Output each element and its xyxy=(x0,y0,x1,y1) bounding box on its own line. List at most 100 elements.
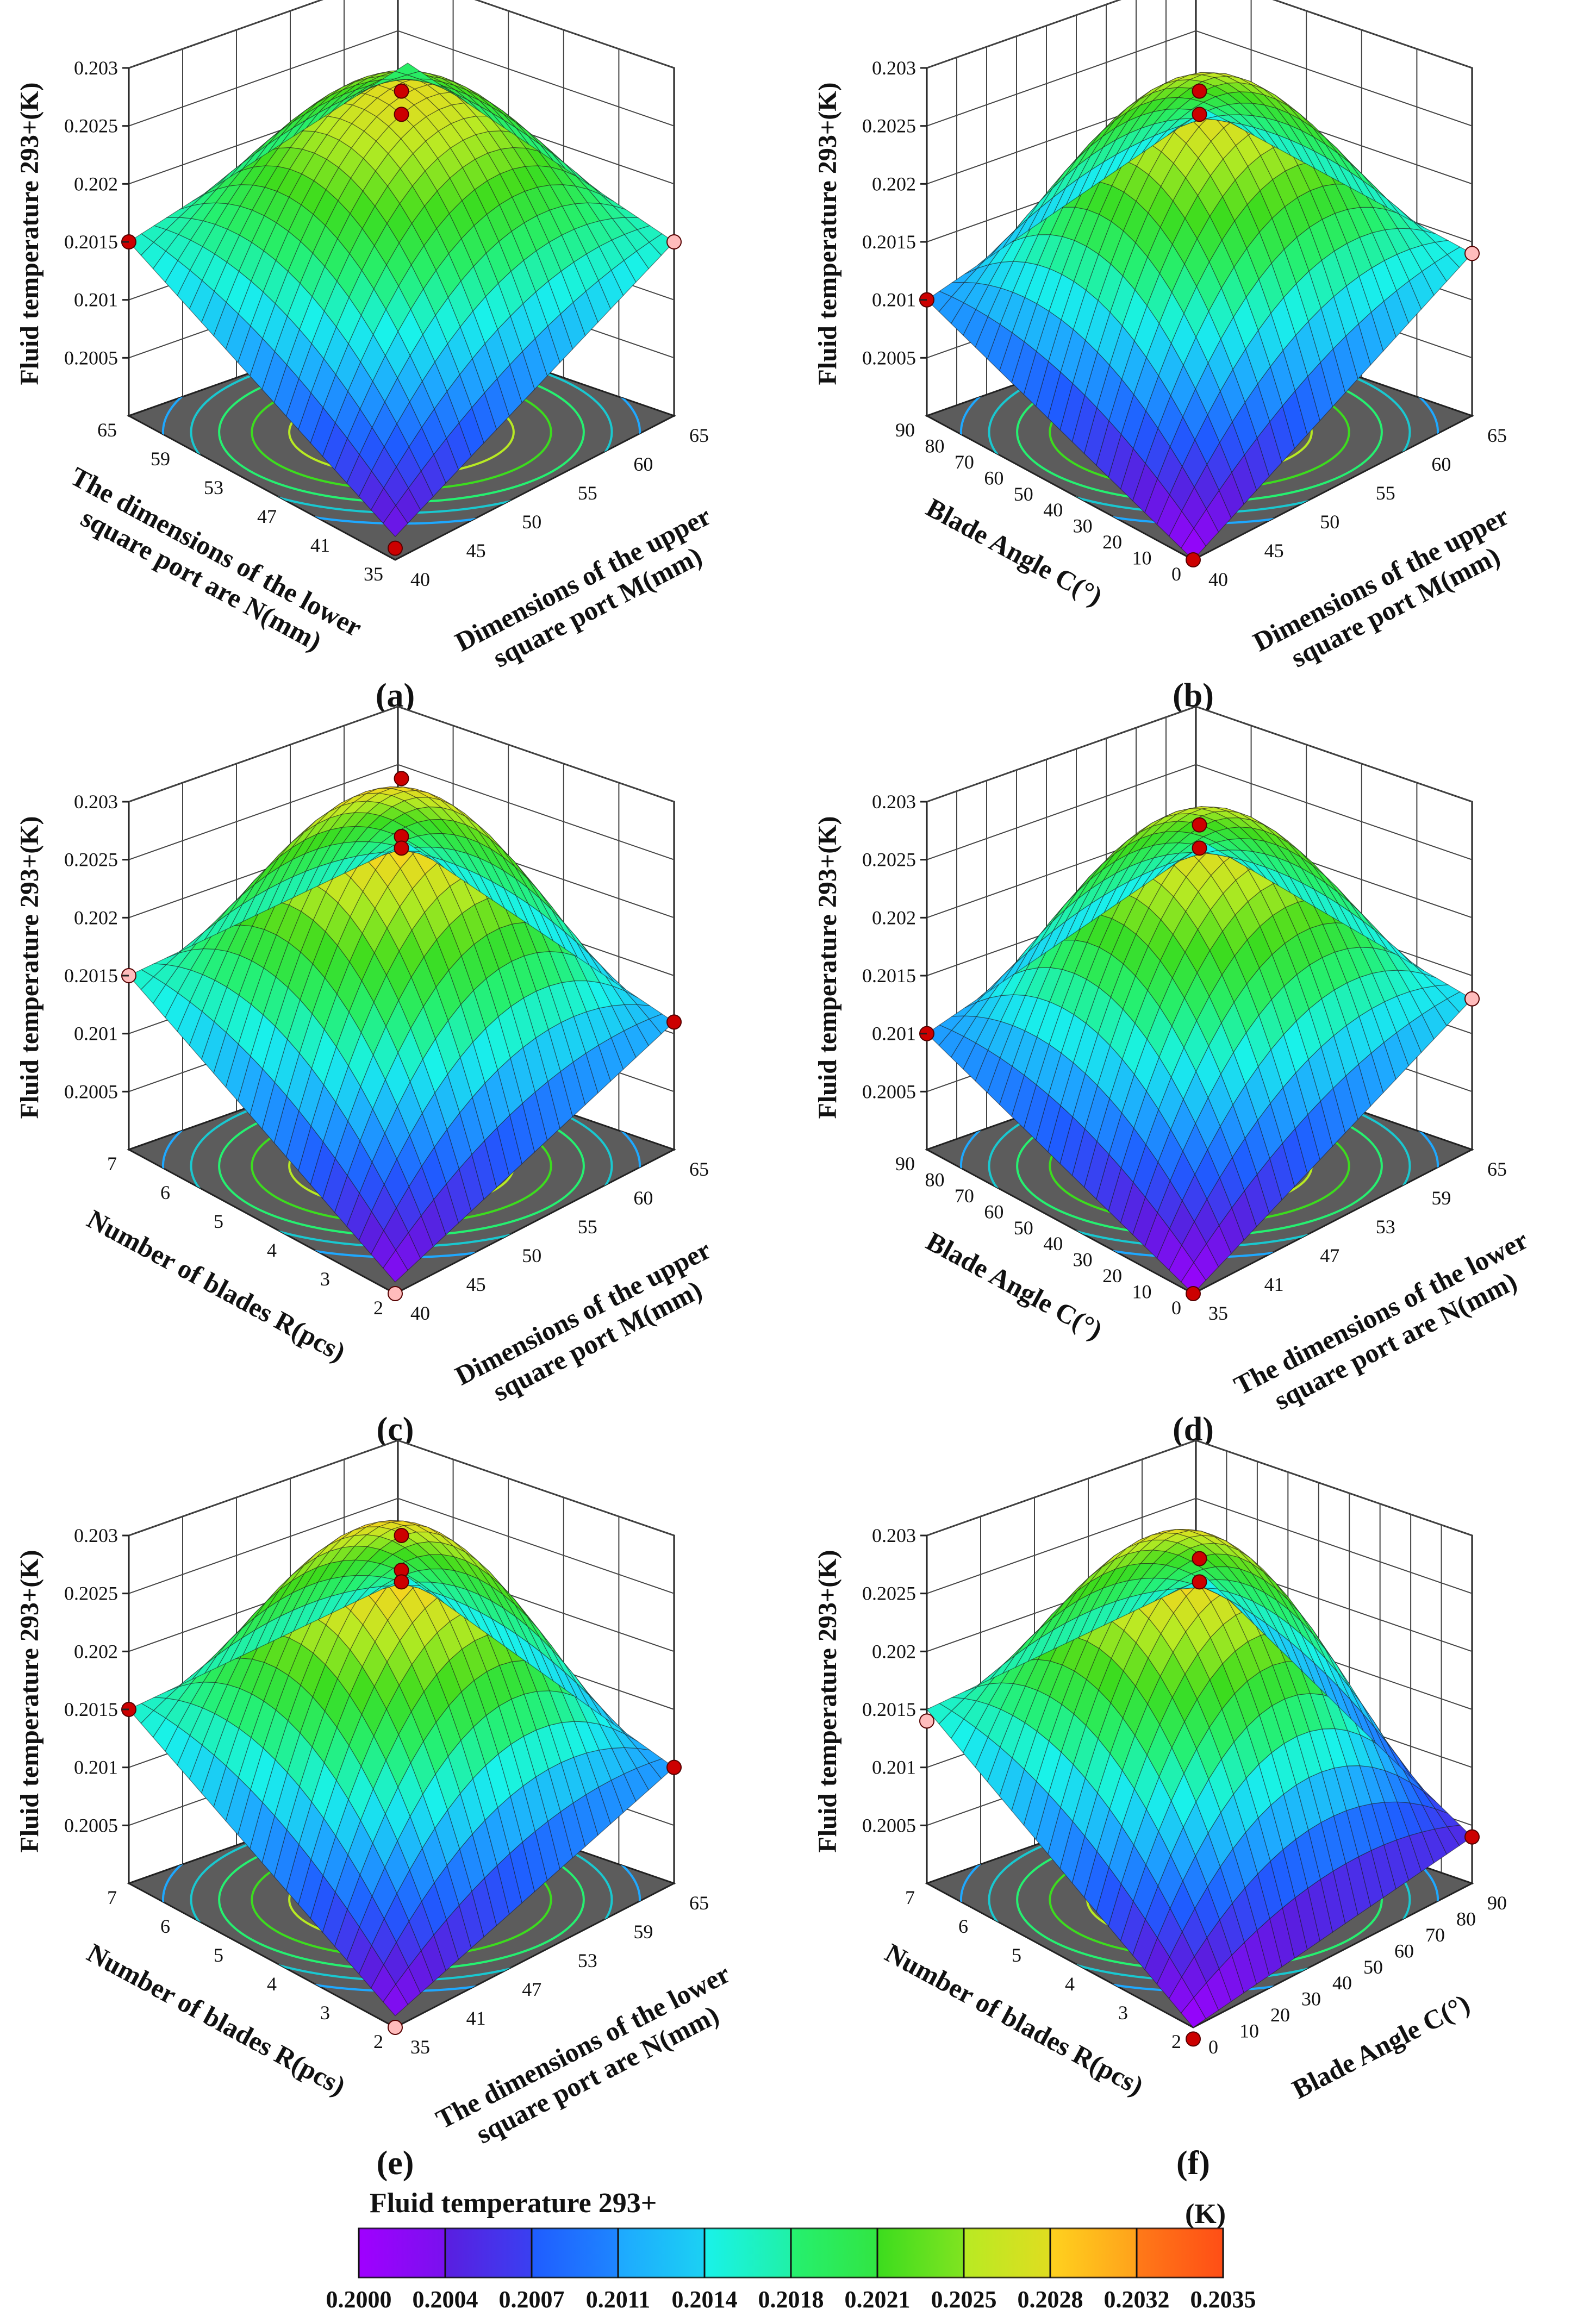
x-tick-label: 55 xyxy=(1376,482,1395,504)
design-point xyxy=(1192,840,1207,856)
z-tick-label: 0.2015 xyxy=(64,1699,118,1720)
chart-panel-e: 0.2005 0.201 0.2015 0.202 0.2025 0.203 Fluid t… xyxy=(15,1439,735,2182)
panels-layer: 0.2005 0.201 0.2015 0.202 0.2025 0.203 Fluid t… xyxy=(15,0,1533,2182)
colorbar-tick-label: 0.2000 xyxy=(326,2286,392,2313)
x-tick-label: 60 xyxy=(633,453,653,475)
z-tick-label: 0.2025 xyxy=(64,115,118,137)
colorbar-tick-label: 0.2028 xyxy=(1018,2286,1083,2313)
wall-gridline xyxy=(128,0,675,68)
y-tick-label: 3 xyxy=(320,1268,330,1290)
z-tick-label: 0.202 xyxy=(872,173,916,195)
wall-gridline xyxy=(128,1497,675,1594)
z-tick-label: 0.202 xyxy=(872,907,916,928)
z-tick-label: 0.2005 xyxy=(862,1814,916,1836)
x-tick-label: 41 xyxy=(1264,1274,1284,1295)
x-tick-label: 59 xyxy=(1431,1187,1451,1209)
design-point xyxy=(1464,991,1480,1007)
z-tick-label: 0.2025 xyxy=(862,115,916,137)
y-tick-label: 3 xyxy=(1118,2002,1128,2024)
z-tick-label: 0.2005 xyxy=(64,347,118,369)
x-tick-label: 40 xyxy=(1208,569,1228,590)
y-tick-label: 65 xyxy=(97,419,117,441)
y-tick-label: 7 xyxy=(107,1153,117,1175)
wall-gridline xyxy=(128,1439,675,1536)
y-tick-label: 60 xyxy=(984,1201,1003,1222)
x-tick-label: 45 xyxy=(466,540,486,561)
z-tick-label: 0.202 xyxy=(74,173,118,195)
z-tick-label: 0.2025 xyxy=(862,849,916,871)
y-tick-label: 90 xyxy=(895,419,915,441)
x-tick-label: 65 xyxy=(689,1892,709,1914)
x-tick-label: 40 xyxy=(410,569,430,590)
design-point xyxy=(666,1014,682,1030)
z-axis-title: Fluid temperature 293+(K) xyxy=(813,816,842,1119)
design-point xyxy=(919,1713,934,1729)
design-point xyxy=(394,1574,409,1590)
response-surface xyxy=(128,786,675,1283)
colorbar-tick-label: 0.2025 xyxy=(931,2286,997,2313)
colorbar-tick-label: 0.2018 xyxy=(758,2286,824,2313)
z-axis-title: Fluid temperature 293+(K) xyxy=(15,816,44,1119)
response-surface xyxy=(926,806,1473,1294)
design-point xyxy=(394,107,409,122)
x-tick-label: 80 xyxy=(1456,1908,1476,1930)
x-tick-label: 50 xyxy=(522,511,541,533)
colorbar-tick-label: 0.2011 xyxy=(586,2286,651,2313)
design-point xyxy=(1192,107,1207,122)
z-tick-label: 0.201 xyxy=(74,1023,118,1045)
z-tick-label: 0.203 xyxy=(872,1525,916,1546)
z-tick-label: 0.201 xyxy=(74,1757,118,1778)
x-tick-label: 50 xyxy=(1320,511,1339,533)
design-point xyxy=(394,771,409,786)
design-point xyxy=(1192,1551,1207,1566)
design-point xyxy=(1464,246,1480,261)
y-tick-label: 80 xyxy=(925,435,944,457)
y-tick-label: 6 xyxy=(958,1915,968,1937)
x-tick-label: 50 xyxy=(522,1245,541,1266)
y-tick-label: 90 xyxy=(895,1153,915,1175)
y-tick-label: 70 xyxy=(955,451,974,473)
surface-facet xyxy=(394,63,421,76)
chart-panel-c: 0.2005 0.201 0.2015 0.202 0.2025 0.203 Fluid t… xyxy=(15,705,715,1448)
design-point xyxy=(1186,552,1201,567)
design-point xyxy=(1186,1286,1201,1301)
x-tick-label: 47 xyxy=(522,1978,541,2000)
y-tick-label: 60 xyxy=(984,467,1003,489)
x-tick-label: 60 xyxy=(1431,453,1451,475)
z-axis-title: Fluid temperature 293+(K) xyxy=(15,82,44,385)
y-tick-label: 7 xyxy=(107,1887,117,1908)
y-tick-label: 20 xyxy=(1102,531,1122,553)
y-tick-label: 4 xyxy=(267,1239,277,1261)
z-tick-label: 0.2015 xyxy=(862,965,916,987)
x-tick-label: 41 xyxy=(466,2007,486,2029)
colorbar-unit: (K) xyxy=(1185,2199,1226,2230)
y-tick-label: 2 xyxy=(1171,2031,1181,2052)
wall-gridline xyxy=(128,706,675,802)
response-surface xyxy=(128,63,675,538)
z-axis-title: Fluid temperature 293+(K) xyxy=(813,1550,842,1852)
design-point xyxy=(1192,817,1207,833)
y-tick-label: 35 xyxy=(364,563,383,585)
y-tick-label: 53 xyxy=(204,477,223,498)
z-tick-label: 0.201 xyxy=(872,289,916,311)
y-tick-label: 20 xyxy=(1102,1265,1122,1287)
y-tick-label: 0 xyxy=(1171,563,1181,585)
y-tick-label: 47 xyxy=(257,505,277,527)
colorbar-tick-label: 0.2032 xyxy=(1104,2286,1170,2313)
y-tick-label: 80 xyxy=(925,1169,944,1190)
y-tick-label: 2 xyxy=(373,1297,383,1319)
y-tick-label: 10 xyxy=(1132,1281,1152,1303)
design-point xyxy=(394,1528,409,1543)
design-point xyxy=(1192,83,1207,99)
z-tick-label: 0.2005 xyxy=(862,347,916,369)
chart-panel-a: 0.2005 0.201 0.2015 0.202 0.2025 0.203 Fluid t… xyxy=(15,0,715,714)
z-tick-label: 0.2015 xyxy=(862,1699,916,1720)
design-point xyxy=(666,1759,682,1775)
design-point xyxy=(388,1286,403,1301)
z-tick-label: 0.202 xyxy=(74,1640,118,1662)
x-tick-label: 65 xyxy=(1487,1158,1507,1180)
x-tick-label: 45 xyxy=(466,1274,486,1295)
colorbar-tick-label: 0.2007 xyxy=(499,2286,565,2313)
y-tick-label: 4 xyxy=(1065,1973,1075,1995)
